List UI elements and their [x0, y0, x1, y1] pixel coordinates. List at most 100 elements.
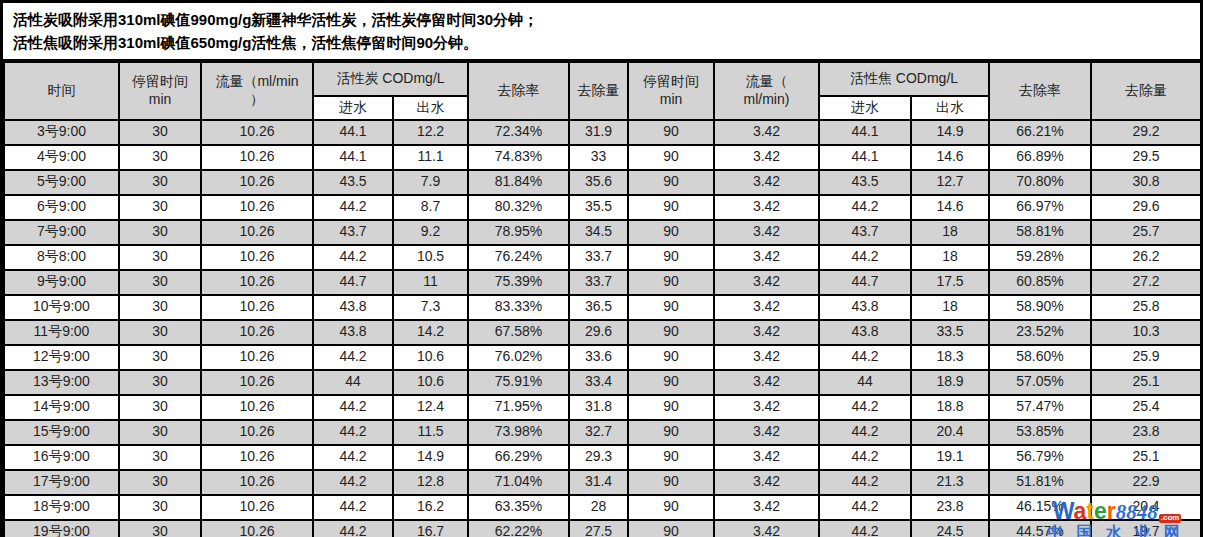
table-cell: 43.5: [819, 170, 911, 195]
table-cell: 30: [119, 520, 201, 537]
table-cell: 12.2: [393, 120, 468, 145]
table-cell: 7号9:00: [4, 220, 119, 245]
table-row: 5号9:003010.2643.57.981.84%35.6903.4243.5…: [4, 170, 1201, 195]
note-line-1: 活性炭吸附采用310ml碘值990mg/g新疆神华活性炭，活性炭停留时间30分钟…: [13, 8, 1190, 31]
table-cell: 43.7: [313, 220, 393, 245]
table-cell: 57.05%: [989, 370, 1091, 395]
table-cell: 31.8: [569, 395, 628, 420]
table-cell: 44.2: [313, 345, 393, 370]
table-cell: 16.7: [393, 520, 468, 537]
table-cell: 30: [119, 245, 201, 270]
table-cell: 10.26: [201, 245, 313, 270]
table-cell: 76.02%: [468, 345, 569, 370]
table-cell: 33.6: [569, 345, 628, 370]
table-cell: 10.26: [201, 520, 313, 537]
table-cell: 10号9:00: [4, 295, 119, 320]
table-row: 6号9:003010.2644.28.780.32%35.5903.4244.2…: [4, 195, 1201, 220]
table-cell: 13号9:00: [4, 370, 119, 395]
table-cell: 10.26: [201, 370, 313, 395]
table-cell: 7.3: [393, 295, 468, 320]
table-row: 11号9:003010.2643.814.267.58%29.6903.4243…: [4, 320, 1201, 345]
cod-data-table: 时间 停留时间 min 流量（ml/min ） 活性炭 CODmg/L 去除率 …: [3, 61, 1202, 537]
table-cell: 3.42: [714, 470, 819, 495]
table-cell: 22.9: [1091, 470, 1201, 495]
table-cell: 62.22%: [468, 520, 569, 537]
table-cell: 33.5: [911, 320, 989, 345]
table-cell: 67.58%: [468, 320, 569, 345]
table-cell: 90: [628, 320, 714, 345]
table-cell: 4号9:00: [4, 145, 119, 170]
table-cell: 11.1: [393, 145, 468, 170]
table-cell: 44.1: [819, 145, 911, 170]
table-cell: 24.5: [911, 520, 989, 537]
table-cell: 3.42: [714, 395, 819, 420]
table-cell: 19号9:00: [4, 520, 119, 537]
table-cell: 36.5: [569, 295, 628, 320]
table-cell: 28: [569, 495, 628, 520]
table-cell: 73.98%: [468, 420, 569, 445]
table-cell: 3.42: [714, 495, 819, 520]
table-cell: 44.2: [819, 495, 911, 520]
table-cell: 81.84%: [468, 170, 569, 195]
table-cell: 18.9: [911, 370, 989, 395]
table-cell: 29.2: [1091, 120, 1201, 145]
table-cell: 26.2: [1091, 245, 1201, 270]
table-cell: 71.04%: [468, 470, 569, 495]
table-cell: 30.8: [1091, 170, 1201, 195]
header-coke-effluent: 出水: [911, 96, 989, 120]
table-cell: 3.42: [714, 145, 819, 170]
table-cell: 66.97%: [989, 195, 1091, 220]
table-cell: 44.2: [819, 345, 911, 370]
table-cell: 3号9:00: [4, 120, 119, 145]
table-cell: 30: [119, 495, 201, 520]
table-cell: 90: [628, 170, 714, 195]
table-cell: 30: [119, 295, 201, 320]
table-cell: 19.7: [1091, 520, 1201, 537]
table-cell: 3.42: [714, 320, 819, 345]
table-cell: 33.7: [569, 270, 628, 295]
table-cell: 25.7: [1091, 220, 1201, 245]
table-cell: 19.1: [911, 445, 989, 470]
table-cell: 3.42: [714, 345, 819, 370]
table-cell: 90: [628, 195, 714, 220]
table-cell: 15号9:00: [4, 420, 119, 445]
table-cell: 71.95%: [468, 395, 569, 420]
table-cell: 76.24%: [468, 245, 569, 270]
table-cell: 3.42: [714, 520, 819, 537]
header-carbon-flow: 流量（ml/min ）: [201, 62, 313, 120]
table-cell: 30: [119, 420, 201, 445]
table-cell: 30: [119, 220, 201, 245]
table-cell: 3.42: [714, 120, 819, 145]
table-cell: 10.6: [393, 345, 468, 370]
table-row: 15号9:003010.2644.211.573.98%32.7903.4244…: [4, 420, 1201, 445]
table-cell: 3.42: [714, 245, 819, 270]
table-cell: 44.2: [819, 420, 911, 445]
table-cell: 43.8: [313, 295, 393, 320]
table-cell: 29.6: [569, 320, 628, 345]
header-carbon-retention: 停留时间 min: [119, 62, 201, 120]
table-cell: 44.2: [313, 520, 393, 537]
table-cell: 46.15%: [989, 495, 1091, 520]
table-cell: 80.32%: [468, 195, 569, 220]
table-cell: 30: [119, 120, 201, 145]
table-cell: 18: [911, 295, 989, 320]
table-cell: 90: [628, 270, 714, 295]
table-cell: 20.4: [911, 420, 989, 445]
table-cell: 44.2: [313, 395, 393, 420]
table-cell: 33: [569, 145, 628, 170]
table-cell: 44: [313, 370, 393, 395]
table-cell: 16号9:00: [4, 445, 119, 470]
table-cell: 7.9: [393, 170, 468, 195]
table-cell: 10.26: [201, 220, 313, 245]
table-cell: 90: [628, 245, 714, 270]
table-notes: 活性炭吸附采用310ml碘值990mg/g新疆神华活性炭，活性炭停留时间30分钟…: [3, 3, 1200, 61]
table-cell: 3.42: [714, 220, 819, 245]
table-cell: 57.47%: [989, 395, 1091, 420]
table-cell: 34.5: [569, 220, 628, 245]
table-cell: 43.5: [313, 170, 393, 195]
table-cell: 44.2: [313, 245, 393, 270]
table-row: 13号9:003010.264410.675.91%33.4903.424418…: [4, 370, 1201, 395]
table-cell: 11: [393, 270, 468, 295]
table-cell: 44.2: [313, 470, 393, 495]
table-cell: 90: [628, 470, 714, 495]
